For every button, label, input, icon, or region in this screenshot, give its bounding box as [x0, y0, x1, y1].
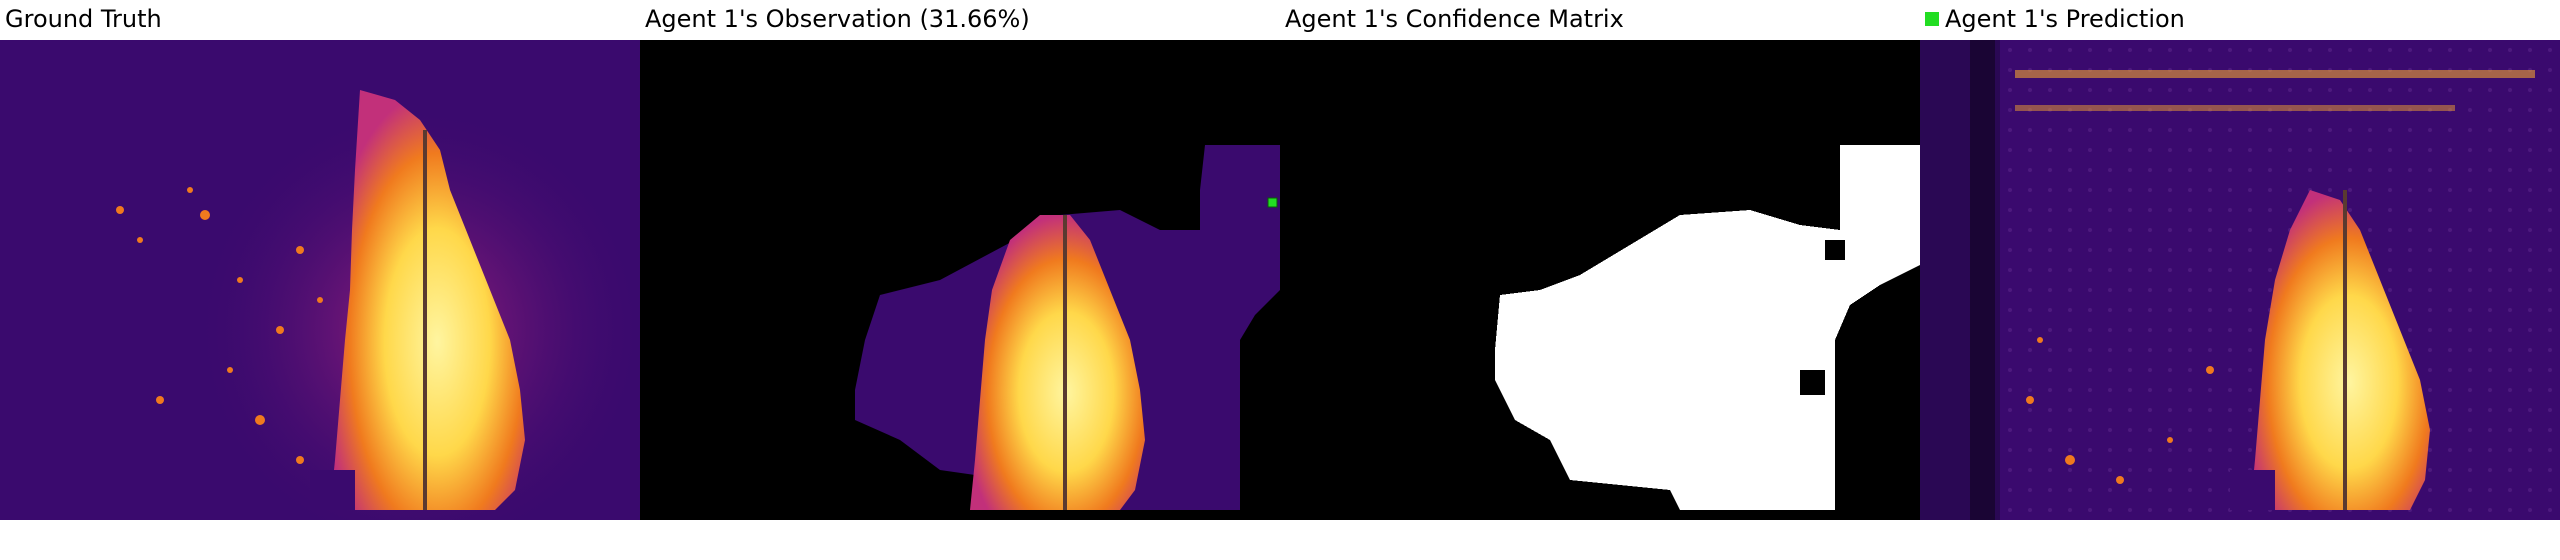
confidence-svg [1280, 40, 1920, 520]
panel-title-ground-truth: Ground Truth [5, 5, 162, 33]
panel-title-prediction: Agent 1's Prediction [1925, 3, 2185, 35]
pred-left-strip [1970, 40, 1995, 520]
obs-agent-marker [1267, 197, 1278, 208]
pred-background [1920, 40, 2560, 520]
panel-title-confidence: Agent 1's Confidence Matrix [1285, 5, 1624, 33]
ground-truth-image [0, 40, 640, 520]
prediction-svg [1920, 40, 2560, 520]
gt-fire-region [330, 90, 525, 510]
prediction-image [1920, 40, 2560, 520]
pred-top-artifacts [2015, 70, 2535, 111]
gt-embers [116, 187, 323, 464]
ground-truth-svg [0, 40, 640, 520]
obs-fire-region [970, 215, 1145, 510]
observation-svg [640, 40, 1280, 520]
pred-embers [2026, 337, 2214, 484]
pred-dark-block [2230, 470, 2275, 510]
conf-notch-1 [1825, 240, 1845, 260]
gt-dark-block [310, 470, 355, 510]
confidence-matrix-image [1280, 40, 1920, 520]
pred-fire-region [2250, 190, 2430, 510]
panel-title-observation: Agent 1's Observation (31.66%) [645, 5, 1030, 33]
conf-notch-2 [1800, 370, 1825, 395]
panel-title-prediction-text: Agent 1's Prediction [1945, 5, 2185, 33]
observation-image [640, 40, 1280, 520]
conf-known-region [1495, 145, 1920, 510]
agent-color-marker [1925, 12, 1939, 26]
